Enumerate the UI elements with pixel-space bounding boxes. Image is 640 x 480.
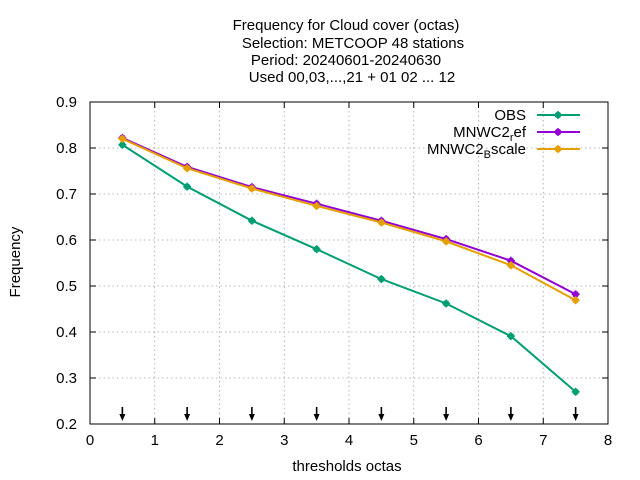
x-tick-label: 5 — [410, 432, 418, 449]
x-tick-label: 2 — [215, 432, 223, 449]
x-tick-label: 1 — [151, 432, 159, 449]
x-tick-labels: 0 1 2 3 4 5 6 7 8 — [86, 432, 612, 449]
data-point — [506, 261, 515, 270]
y-tick-label: 0.3 — [56, 370, 77, 387]
title-line-3: Period: 20240601-20240630 — [251, 52, 441, 69]
threshold-arrow — [313, 407, 320, 421]
data-point — [377, 275, 386, 284]
data-point — [118, 134, 127, 143]
data-point — [554, 145, 562, 153]
x-axis-label: thresholds octas — [292, 458, 401, 475]
title-line-4: Used 00,03,...,21 + 01 02 ... 12 — [249, 69, 455, 86]
series-line — [121, 143, 577, 393]
series-2 — [118, 134, 580, 305]
x-tick-label: 6 — [474, 432, 482, 449]
data-point — [312, 201, 321, 210]
threshold-arrow — [572, 407, 579, 421]
threshold-arrows — [119, 407, 579, 421]
title-line-1: Frequency for Cloud cover (octas) — [233, 17, 460, 34]
threshold-arrow — [378, 407, 385, 421]
data-point — [506, 332, 515, 341]
threshold-arrow — [184, 407, 191, 421]
x-tick-label: 3 — [280, 432, 288, 449]
y-tick-label: 0.9 — [56, 94, 77, 111]
x-tick-label: 0 — [86, 432, 94, 449]
data-point — [571, 296, 580, 305]
y-axis-label: Frequency — [7, 226, 24, 297]
threshold-arrow — [119, 407, 126, 421]
grid — [90, 102, 608, 424]
legend-item: OBS — [494, 107, 580, 124]
y-tick-label: 0.8 — [56, 140, 77, 157]
data-point — [247, 184, 256, 193]
legend-label: MNWC2Bscale — [427, 141, 526, 161]
y-tick-labels: 0.2 0.3 0.4 0.5 0.6 0.7 0.8 0.9 — [56, 94, 77, 433]
data-point — [183, 182, 192, 191]
y-tick-label: 0.6 — [56, 232, 77, 249]
x-tick-label: 8 — [604, 432, 612, 449]
data-point — [312, 245, 321, 254]
data-point — [571, 387, 580, 396]
data-point — [442, 299, 451, 308]
y-tick-label: 0.2 — [56, 416, 77, 433]
data-point — [554, 128, 562, 136]
y-tick-label: 0.4 — [56, 324, 77, 341]
data-point — [118, 140, 127, 149]
axis-ticks — [89, 101, 609, 425]
data-point — [183, 164, 192, 173]
legend-item: MNWC2ref — [453, 124, 580, 144]
series — [118, 133, 580, 396]
data-point — [554, 111, 562, 119]
series-0 — [118, 140, 580, 396]
series-line — [121, 137, 577, 302]
data-point — [247, 216, 256, 225]
chart-title: Frequency for Cloud cover (octas) Select… — [233, 17, 465, 86]
x-tick-label: 7 — [539, 432, 547, 449]
plot-frame — [89, 101, 609, 425]
data-point — [377, 218, 386, 227]
threshold-arrow — [443, 407, 450, 421]
data-point — [442, 237, 451, 246]
y-tick-label: 0.5 — [56, 278, 77, 295]
legend-label: MNWC2ref — [453, 124, 527, 144]
series-line — [121, 136, 577, 296]
threshold-arrow — [507, 407, 514, 421]
legend-item: MNWC2Bscale — [427, 141, 580, 161]
title-line-2: Selection: METCOOP 48 stations — [242, 35, 464, 52]
x-tick-label: 4 — [345, 432, 353, 449]
y-tick-label: 0.7 — [56, 186, 77, 203]
threshold-arrow — [248, 407, 255, 421]
legend-label: OBS — [494, 107, 526, 124]
